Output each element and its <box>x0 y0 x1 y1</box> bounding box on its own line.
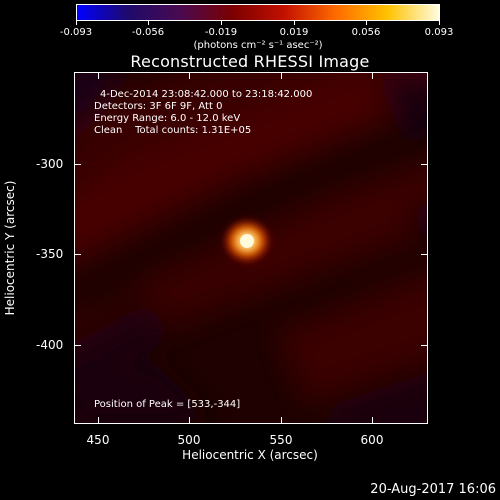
colorbar-tick-label: -0.093 <box>59 27 93 38</box>
x-axis-title: Heliocentric X (arcsec) <box>182 448 318 462</box>
x-tick-top <box>372 72 373 79</box>
colorbar-tick <box>221 21 222 25</box>
colorbar <box>76 4 440 21</box>
colorbar-tick-label: 0.056 <box>351 27 381 38</box>
colorbar-tick-label: 0.093 <box>424 27 454 38</box>
footer-date: 20-Aug-2017 16:06 <box>370 482 496 497</box>
colorbar-tick <box>294 21 295 25</box>
colorbar-tick <box>148 21 149 25</box>
x-tick-label: 550 <box>269 433 293 447</box>
x-tick <box>189 417 190 424</box>
x-tick <box>98 417 99 424</box>
x-tick <box>281 417 282 424</box>
peak-position-label: Position of Peak = [533,-344] <box>94 399 241 410</box>
y-tick-label: -350 <box>36 247 64 261</box>
y-tick-label: -300 <box>36 157 64 171</box>
colorbar-tick <box>439 21 440 25</box>
time-range-label: 4-Dec-2014 23:08:42.000 to 23:18:42.000 <box>100 89 313 100</box>
y-tick-right <box>421 164 428 165</box>
y-tick-right <box>421 345 428 346</box>
peak-core <box>240 234 254 248</box>
x-tick-top <box>281 72 282 79</box>
colorbar-tick-label: -0.056 <box>131 27 165 38</box>
y-tick <box>74 164 81 165</box>
image-plot-area[interactable] <box>74 72 428 424</box>
x-tick-label: 450 <box>86 433 110 447</box>
colorbar-tick <box>76 21 77 25</box>
rhessi-image <box>75 73 427 423</box>
energy-range-label: Energy Range: 6.0 - 12.0 keV <box>94 113 241 124</box>
colorbar-units-label: (photons cm⁻² s⁻¹ asec⁻²) <box>193 40 323 51</box>
y-tick-right <box>421 254 428 255</box>
clean-counts-label: Clean Total counts: 1.31E+05 <box>94 125 252 136</box>
y-tick-label: -400 <box>36 338 64 352</box>
colorbar-tick-label: -0.019 <box>204 27 238 38</box>
x-tick-label: 500 <box>177 433 201 447</box>
x-tick-label: 600 <box>360 433 384 447</box>
colorbar-tick-label: 0.019 <box>279 27 309 38</box>
x-tick <box>372 417 373 424</box>
plot-title: Reconstructed RHESSI Image <box>130 52 370 71</box>
y-tick <box>74 345 81 346</box>
y-tick <box>74 254 81 255</box>
y-axis-title: Heliocentric Y (arcsec) <box>3 180 17 316</box>
detectors-label: Detectors: 3F 6F 9F, Att 0 <box>94 101 223 112</box>
colorbar-tick <box>366 21 367 25</box>
x-tick-top <box>189 72 190 79</box>
x-tick-top <box>98 72 99 79</box>
